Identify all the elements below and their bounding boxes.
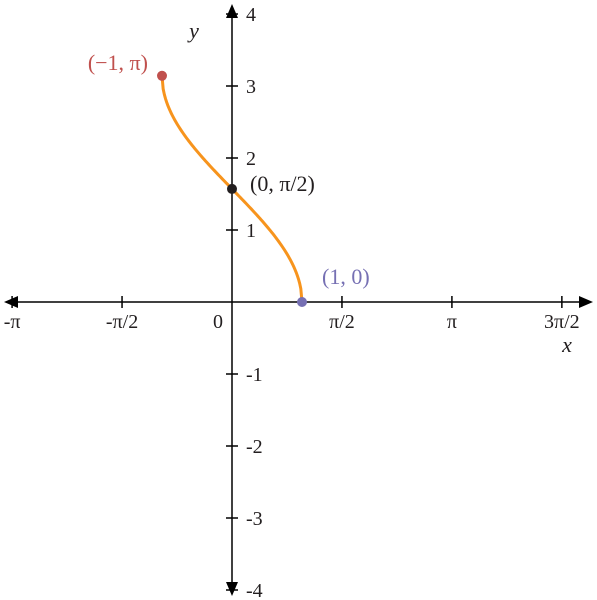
data-point: [227, 184, 237, 194]
y-tick-label: -1: [246, 364, 263, 386]
data-point: [157, 71, 167, 81]
y-axis-arrow-up: [226, 4, 238, 18]
x-tick-label: 0: [213, 311, 223, 333]
y-tick-label: -4: [246, 580, 263, 600]
x-tick-label: 3π/2: [544, 311, 580, 333]
x-tick-label: π: [447, 311, 457, 333]
x-axis-arrow-right: [579, 296, 593, 308]
x-axis-arrow-left: [4, 296, 18, 308]
point-label: (−1, π): [88, 50, 148, 75]
x-tick-label: π/2: [329, 311, 355, 333]
x-tick-label: -π: [4, 311, 21, 333]
y-tick-label: -3: [246, 508, 263, 530]
y-axis-arrow-down: [226, 582, 238, 596]
arccos-chart: -π -π/2 0 π/2 π 3π/2 -4 -3 -2 -1 1 2 3 4 x y (−1, π) (0, …: [0, 0, 597, 600]
point-label: (1, 0): [322, 264, 370, 289]
y-tick-label: 3: [246, 76, 256, 98]
y-tick-label: 4: [246, 4, 256, 26]
point-label: (0, π/2): [250, 171, 315, 196]
x-axis-label: x: [561, 332, 572, 357]
y-axis-label: y: [187, 18, 199, 43]
y-tick-label: 2: [246, 148, 256, 170]
x-tick-label: -π/2: [106, 311, 138, 333]
y-tick-label: -2: [246, 436, 263, 458]
y-tick-label: 1: [246, 220, 256, 242]
data-point: [297, 297, 307, 307]
